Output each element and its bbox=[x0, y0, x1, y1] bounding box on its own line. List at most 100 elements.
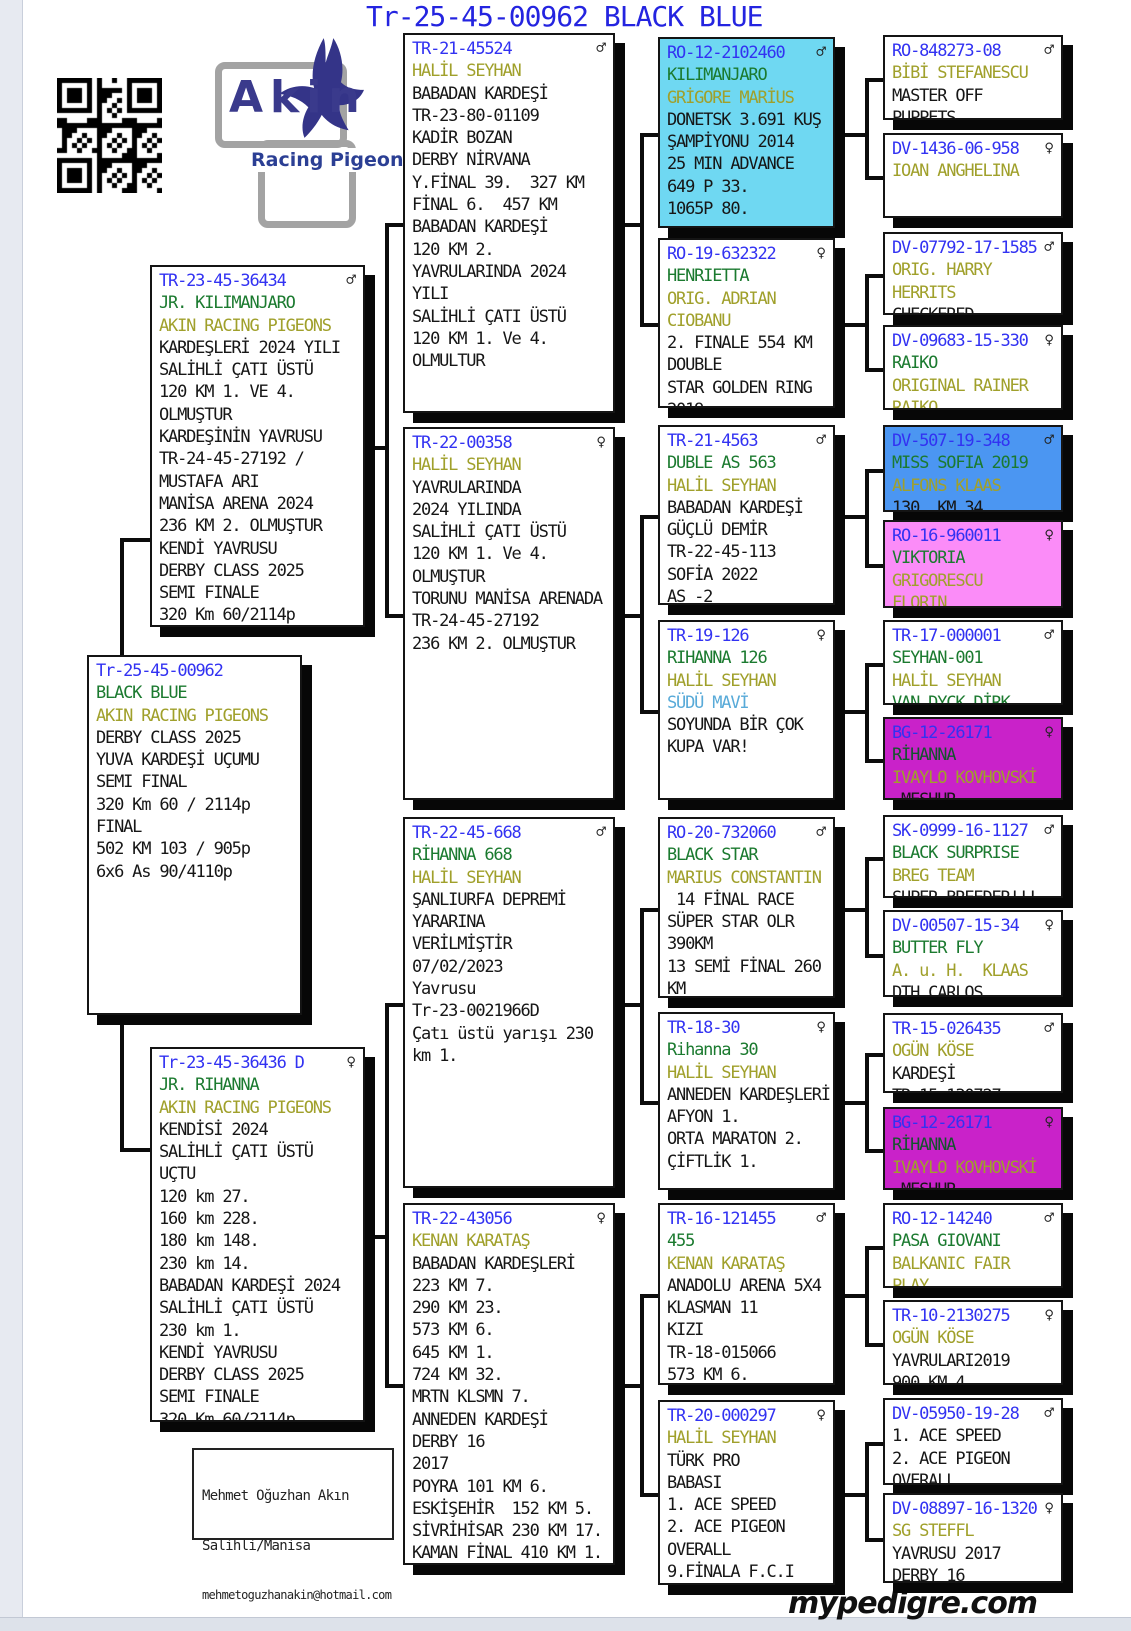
pedigree-text-line: GRİGORE MARİUS bbox=[667, 87, 795, 108]
pedigree-text-line: DTH CARLOS bbox=[892, 982, 984, 997]
connector-line bbox=[825, 323, 869, 327]
connector-line bbox=[605, 223, 644, 227]
pedigree-text-line: KUPA VAR! bbox=[667, 737, 750, 758]
pedigree-text-line: Tr-23-0021966D bbox=[412, 1001, 540, 1022]
logo-brand-text: Akin bbox=[229, 72, 367, 123]
pedigree-text-line: TR-22-45-113 bbox=[667, 542, 777, 563]
pedigree-text-line: MISS SOFIA 2019 bbox=[892, 453, 1029, 474]
pedigree-box-g6: ♀ TR-18-30 Rihanna 30 HALİL SEYHAN ANNEDEN K… bbox=[658, 1012, 835, 1190]
pedigree-text-line: BUTTER FLY bbox=[892, 938, 984, 959]
pedigree-text-line: 120 KM 2. bbox=[412, 239, 495, 260]
pedigree-text-line: UÇTU bbox=[159, 1164, 196, 1185]
pedigree-text-line: SALİHLİ ÇATI ÜSTÜ bbox=[412, 522, 567, 543]
ring-number: RO-848273-08 bbox=[892, 41, 1002, 61]
pedigree-text-line: BLACK STAR bbox=[667, 845, 759, 866]
pedigree-text-line: KM bbox=[667, 979, 686, 998]
pedigree-text-line: BLACK SURPRISE bbox=[892, 843, 1020, 864]
connector-line bbox=[865, 1442, 883, 1446]
window-edge-bottom bbox=[0, 1617, 1131, 1631]
pedigree-box-h14: ♀ TR-10-2130275 OGÜN KÖSE YAVRULARI2019 900 … bbox=[883, 1300, 1063, 1385]
connector-line bbox=[640, 1294, 658, 1298]
connector-line bbox=[825, 133, 869, 137]
pedigree-text-line: CHECKERED bbox=[892, 304, 975, 315]
pedigree-text-line: 2. ACE PIGEON bbox=[892, 1448, 1011, 1469]
pedigree-text-line: SALİHLİ ÇATI ÜSTÜ bbox=[159, 1142, 314, 1163]
pedigree-text-line: ÇİFTLİK 1. bbox=[667, 1151, 759, 1172]
female-icon: ♀ bbox=[1044, 1305, 1054, 1324]
connector-line bbox=[865, 759, 883, 763]
pedigree-text-line: BABADAN KARDEŞİ bbox=[667, 497, 804, 518]
pedigree-text-line: TR-23-80-01109 bbox=[412, 105, 540, 126]
pedigree-text-line: 120 km 27. bbox=[159, 1186, 251, 1207]
pedigree-text-line: FINAL bbox=[96, 817, 142, 838]
ring-number: DV-507-19-348 bbox=[892, 431, 1011, 451]
female-icon: ♀ bbox=[1044, 138, 1054, 157]
pedigree-text-line: 2024 YILINDA bbox=[412, 499, 522, 520]
pedigree-text-line: 13 SEMİ FİNAL 260 bbox=[667, 956, 822, 977]
connector-line bbox=[865, 1343, 883, 1347]
pedigree-text-line: DERBY NİRVANA bbox=[412, 150, 531, 171]
pedigree-text-line: ORTA MARATON 2. bbox=[667, 1129, 804, 1150]
pedigree-box-g1: ♂ RO-12-2102460 KILIMANJARO GRİGORE MARİUS D… bbox=[658, 37, 835, 228]
ring-number: Tr-23-45-36436 D bbox=[159, 1053, 305, 1073]
pedigree-text-line: KENDİSİ 2024 bbox=[159, 1119, 269, 1140]
pedigree-box-h8: ♀ BG-12-26171 RİHANNA IVAYLO KOVHOVSKİ MESH… bbox=[883, 717, 1063, 800]
pedigree-text-line: PUPPETS bbox=[892, 107, 957, 120]
pedigree-box-g5: ♂ RO-20-732060 BLACK STAR MARIUS CONSTANTIN… bbox=[658, 817, 835, 998]
pedigree-text-line: BALKANIC FAIR bbox=[892, 1253, 1011, 1274]
male-icon: ♂ bbox=[1044, 1208, 1054, 1227]
pedigree-text-line: ORIG. HARRY bbox=[892, 260, 993, 281]
ring-number: BG-12-26171 bbox=[892, 723, 993, 743]
pedigree-text-line: RİHANNA 668 bbox=[412, 845, 513, 866]
female-icon: ♀ bbox=[816, 625, 826, 644]
pedigree-box-h1: ♂ RO-848273-08 BİBİ STEFANESCU MASTER OFF PU… bbox=[883, 35, 1063, 120]
pedigree-text-line: MESHUR bbox=[892, 1179, 956, 1190]
pedigree-text-line: 290 KM 23. bbox=[412, 1298, 504, 1319]
pedigree-text-line: FLORIN bbox=[892, 592, 947, 608]
pedigree-text-line: HALİL SEYHAN bbox=[412, 455, 522, 476]
male-icon: ♂ bbox=[346, 270, 356, 289]
pedigree-text-line: SALİHLİ ÇATI ÜSTÜ bbox=[159, 1298, 314, 1319]
female-icon: ♀ bbox=[1044, 330, 1054, 349]
pedigree-box-h9: ♂ SK-0999-16-1127 BLACK SURPRISE BREG TEAM S… bbox=[883, 815, 1063, 898]
pedigree-text-line: OLMUŞTUR bbox=[159, 404, 233, 425]
pedigree-text-line: Rihanna 30 bbox=[667, 1040, 759, 1061]
pedigree-text-line: MANİSA ARENA 2024 bbox=[159, 493, 314, 514]
pedigree-text-line: KARDEŞLERİ 2024 YILI bbox=[159, 337, 341, 358]
ring-number: DV-08897-16-1320 bbox=[892, 1499, 1038, 1519]
connector-line bbox=[605, 1384, 644, 1388]
pedigree-box-father: ♂ TR-23-45-36434 JR. KILIMANJARO AKIN RACIN… bbox=[150, 265, 365, 627]
pedigree-text-line: 649 P 33. bbox=[667, 176, 750, 197]
connector-line bbox=[385, 223, 389, 618]
ring-number: SK-0999-16-1127 bbox=[892, 821, 1029, 841]
pedigree-text-line: SEYHAN-001 bbox=[892, 648, 984, 669]
male-icon: ♂ bbox=[1044, 625, 1054, 644]
pedigree-text-line: YUVA KARDEŞİ UÇUMU bbox=[96, 750, 260, 771]
pedigree-text-line: JR. KILIMANJARO bbox=[159, 293, 296, 314]
pedigree-text-line: 320 Km 60/2114p bbox=[159, 605, 296, 626]
pedigree-box-gmm: ♀ TR-22-43056 KENAN KARATAŞ BABADAN KARDEŞL… bbox=[403, 1203, 615, 1565]
pedigree-text-line: DERBY CLASS 2025 bbox=[96, 727, 242, 748]
pedigree-text-line: SEMI FINAL bbox=[96, 772, 188, 793]
connector-line bbox=[640, 1493, 658, 1497]
female-icon: ♀ bbox=[816, 243, 826, 262]
pedigree-text-line: SOYUNDA BİR ÇOK bbox=[667, 715, 804, 736]
pedigree-text-line: km 1. bbox=[412, 1045, 458, 1066]
contact-location: Salihli/Manisa bbox=[202, 1537, 311, 1554]
pedigree-box-g4: ♀ TR-19-126 RIHANNA 126 HALİL SEYHAN SÜDÜ MA… bbox=[658, 620, 835, 800]
pedigree-text-line: SALİHLİ ÇATI ÜSTÜ bbox=[412, 306, 567, 327]
female-icon: ♀ bbox=[1044, 1112, 1054, 1131]
pedigree-text-line: SUPER BREEDER!!! bbox=[892, 887, 1038, 898]
pedigree-box-gff: ♂ TR-21-45524 HALİL SEYHAN BABADAN KARDEŞİ T… bbox=[403, 33, 615, 413]
pedigree-text-line: TR-24-45-27192 bbox=[412, 611, 540, 632]
pedigree-box-g3: ♂ TR-21-4563 DUBLE AS 563 HALİL SEYHAN BABAD… bbox=[658, 425, 835, 605]
male-icon: ♂ bbox=[596, 38, 606, 57]
pedigree-text-line: FİNAL 6. 457 KM bbox=[412, 195, 558, 216]
connector-line bbox=[825, 1101, 869, 1105]
logo-subtitle-text: Racing Pigeons bbox=[247, 148, 419, 172]
pedigree-text-line: DOUBLE bbox=[667, 355, 722, 376]
ring-number: TR-21-45524 bbox=[412, 39, 513, 59]
pedigree-text-line: IOAN ANGHELINA bbox=[892, 161, 1020, 182]
pedigree-text-line: 6x6 As 90/4110p bbox=[96, 861, 233, 882]
pedigree-text-line: KENDİ YAVRUSU bbox=[159, 1342, 278, 1363]
